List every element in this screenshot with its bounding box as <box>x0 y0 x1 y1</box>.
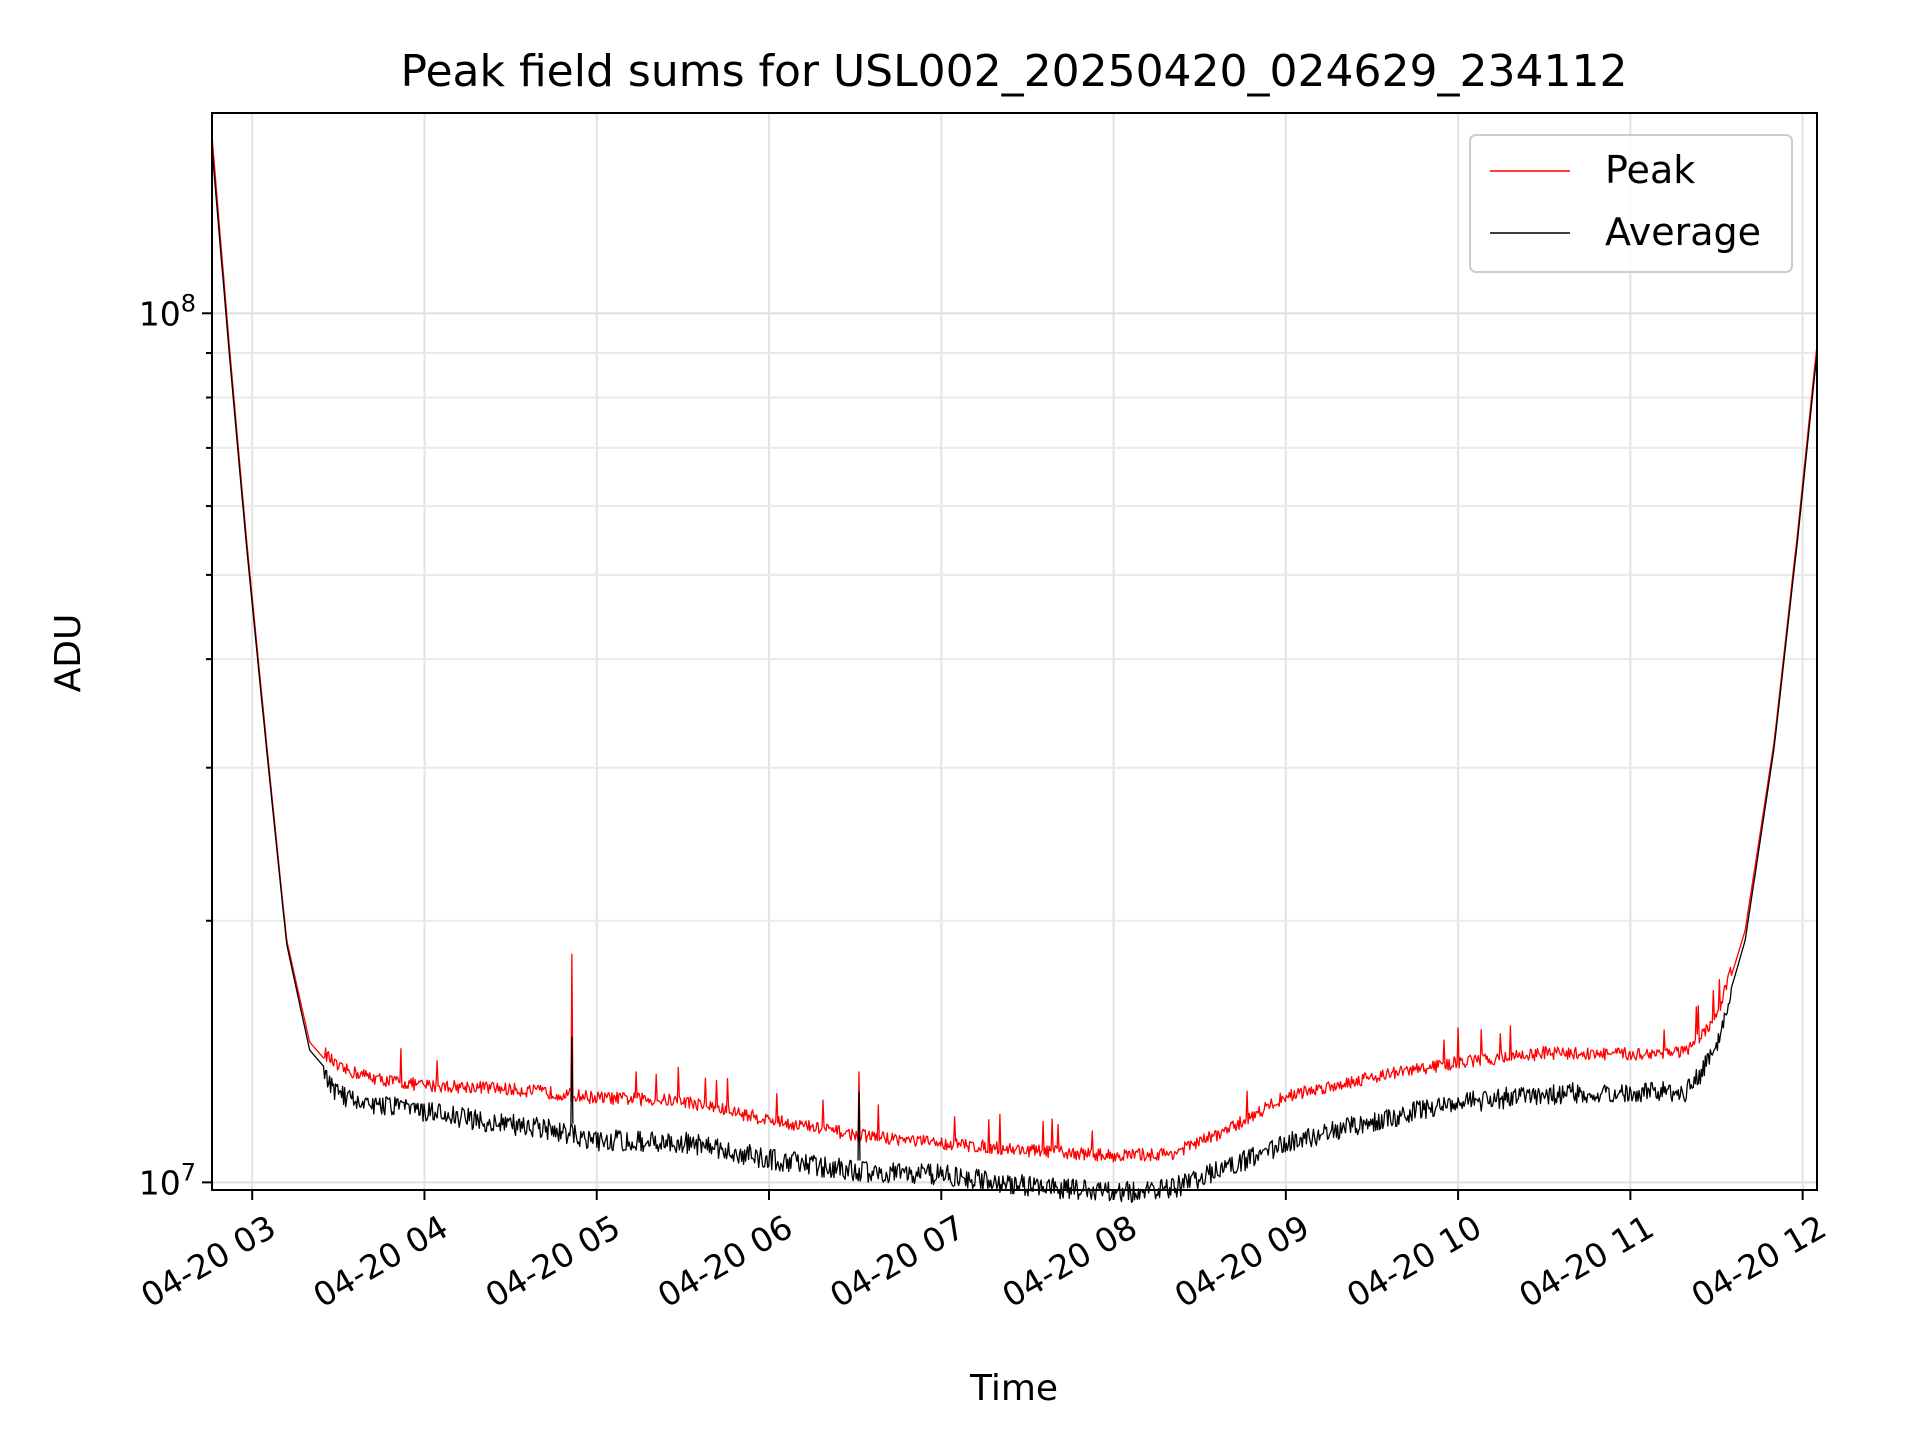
y-tick-label: 107 <box>139 1158 196 1202</box>
legend: Peak Average <box>1469 134 1793 273</box>
legend-box <box>1469 134 1793 273</box>
legend-label-peak: Peak <box>1605 148 1695 192</box>
series-line-average <box>211 147 1818 1203</box>
x-axis-label: Time <box>969 1368 1058 1409</box>
series-layer <box>211 135 1818 1203</box>
y-tick-label: 108 <box>139 289 196 333</box>
legend-label-average: Average <box>1605 210 1761 254</box>
y-axis-label: ADU <box>48 614 89 693</box>
plot-frame <box>211 112 1818 1191</box>
chart-title: Peak field sums for USL002_20250420_0246… <box>401 46 1628 97</box>
